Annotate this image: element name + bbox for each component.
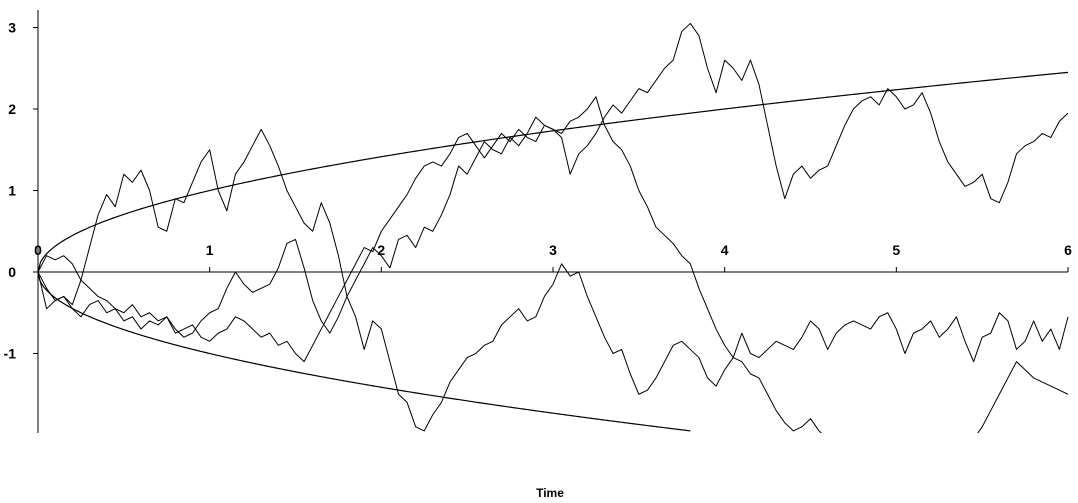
y-tick-label: 3 <box>8 20 16 36</box>
x-tick-label: 2 <box>377 242 385 258</box>
x-tick-label: 1 <box>206 242 214 258</box>
upper-sqrt-envelope <box>38 71 1069 273</box>
sample-path-1 <box>38 128 1069 432</box>
sample-paths <box>38 22 1069 433</box>
sample-path-2 <box>38 22 1069 338</box>
y-tick-label: 1 <box>8 183 16 199</box>
y-axis: -1 0 1 2 3 <box>4 10 39 433</box>
x-tick-label: 3 <box>549 242 557 258</box>
x-axis: 0 1 2 3 4 5 6 <box>34 242 1072 273</box>
x-axis-title: Time <box>536 486 564 500</box>
y-tick-label: -1 <box>4 346 17 362</box>
x-tick-label: 0 <box>34 242 42 258</box>
y-tick-label: 0 <box>8 264 16 280</box>
x-tick-label: 5 <box>892 242 900 258</box>
sample-path-3 <box>38 96 1069 433</box>
x-tick-label: 4 <box>721 242 729 258</box>
x-tick-label: 6 <box>1064 242 1072 258</box>
sqrt-envelopes <box>38 71 1069 432</box>
lower-sqrt-envelope <box>38 271 691 432</box>
y-tick-label: 2 <box>8 101 16 117</box>
